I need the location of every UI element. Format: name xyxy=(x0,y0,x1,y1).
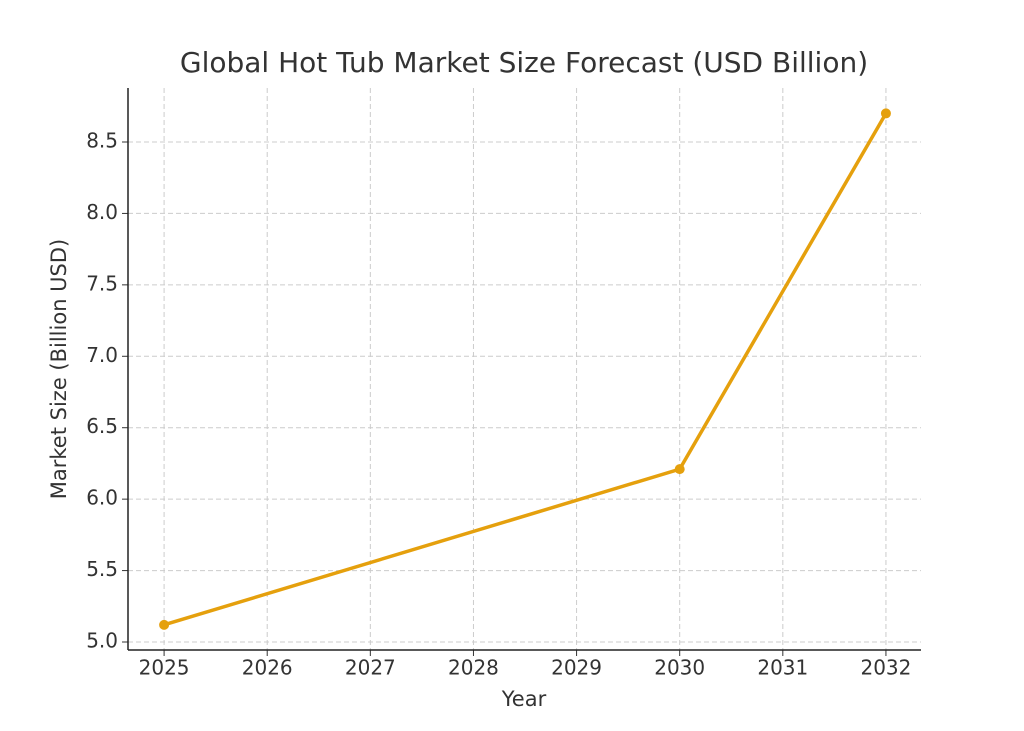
y-tick-label: 8.5 xyxy=(86,129,118,153)
x-tick-label: 2030 xyxy=(654,656,705,680)
x-tick-label: 2031 xyxy=(757,656,808,680)
data-point xyxy=(674,464,685,475)
x-tick-label: 2027 xyxy=(345,656,396,680)
chart-title: Global Hot Tub Market Size Forecast (USD… xyxy=(180,46,868,79)
data-point xyxy=(159,619,170,630)
y-tick-label: 7.5 xyxy=(86,271,118,295)
y-tick-label: 7.0 xyxy=(86,343,118,367)
x-tick-label: 2029 xyxy=(551,656,602,680)
x-axis-label: Year xyxy=(501,687,547,711)
y-tick-label: 5.0 xyxy=(86,629,118,653)
y-axis-label: Market Size (Billion USD) xyxy=(47,239,71,499)
x-tick-label: 2025 xyxy=(139,656,190,680)
y-tick-label: 6.5 xyxy=(86,414,118,438)
y-tick-label: 5.5 xyxy=(86,557,118,581)
data-line xyxy=(163,112,888,627)
data-point xyxy=(880,108,891,119)
x-tick-label: 2028 xyxy=(448,656,499,680)
y-tick-label: 6.0 xyxy=(86,486,118,510)
y-tick-label: 8.0 xyxy=(86,200,118,224)
x-tick-label: 2032 xyxy=(860,656,911,680)
x-tick-label: 2026 xyxy=(242,656,293,680)
